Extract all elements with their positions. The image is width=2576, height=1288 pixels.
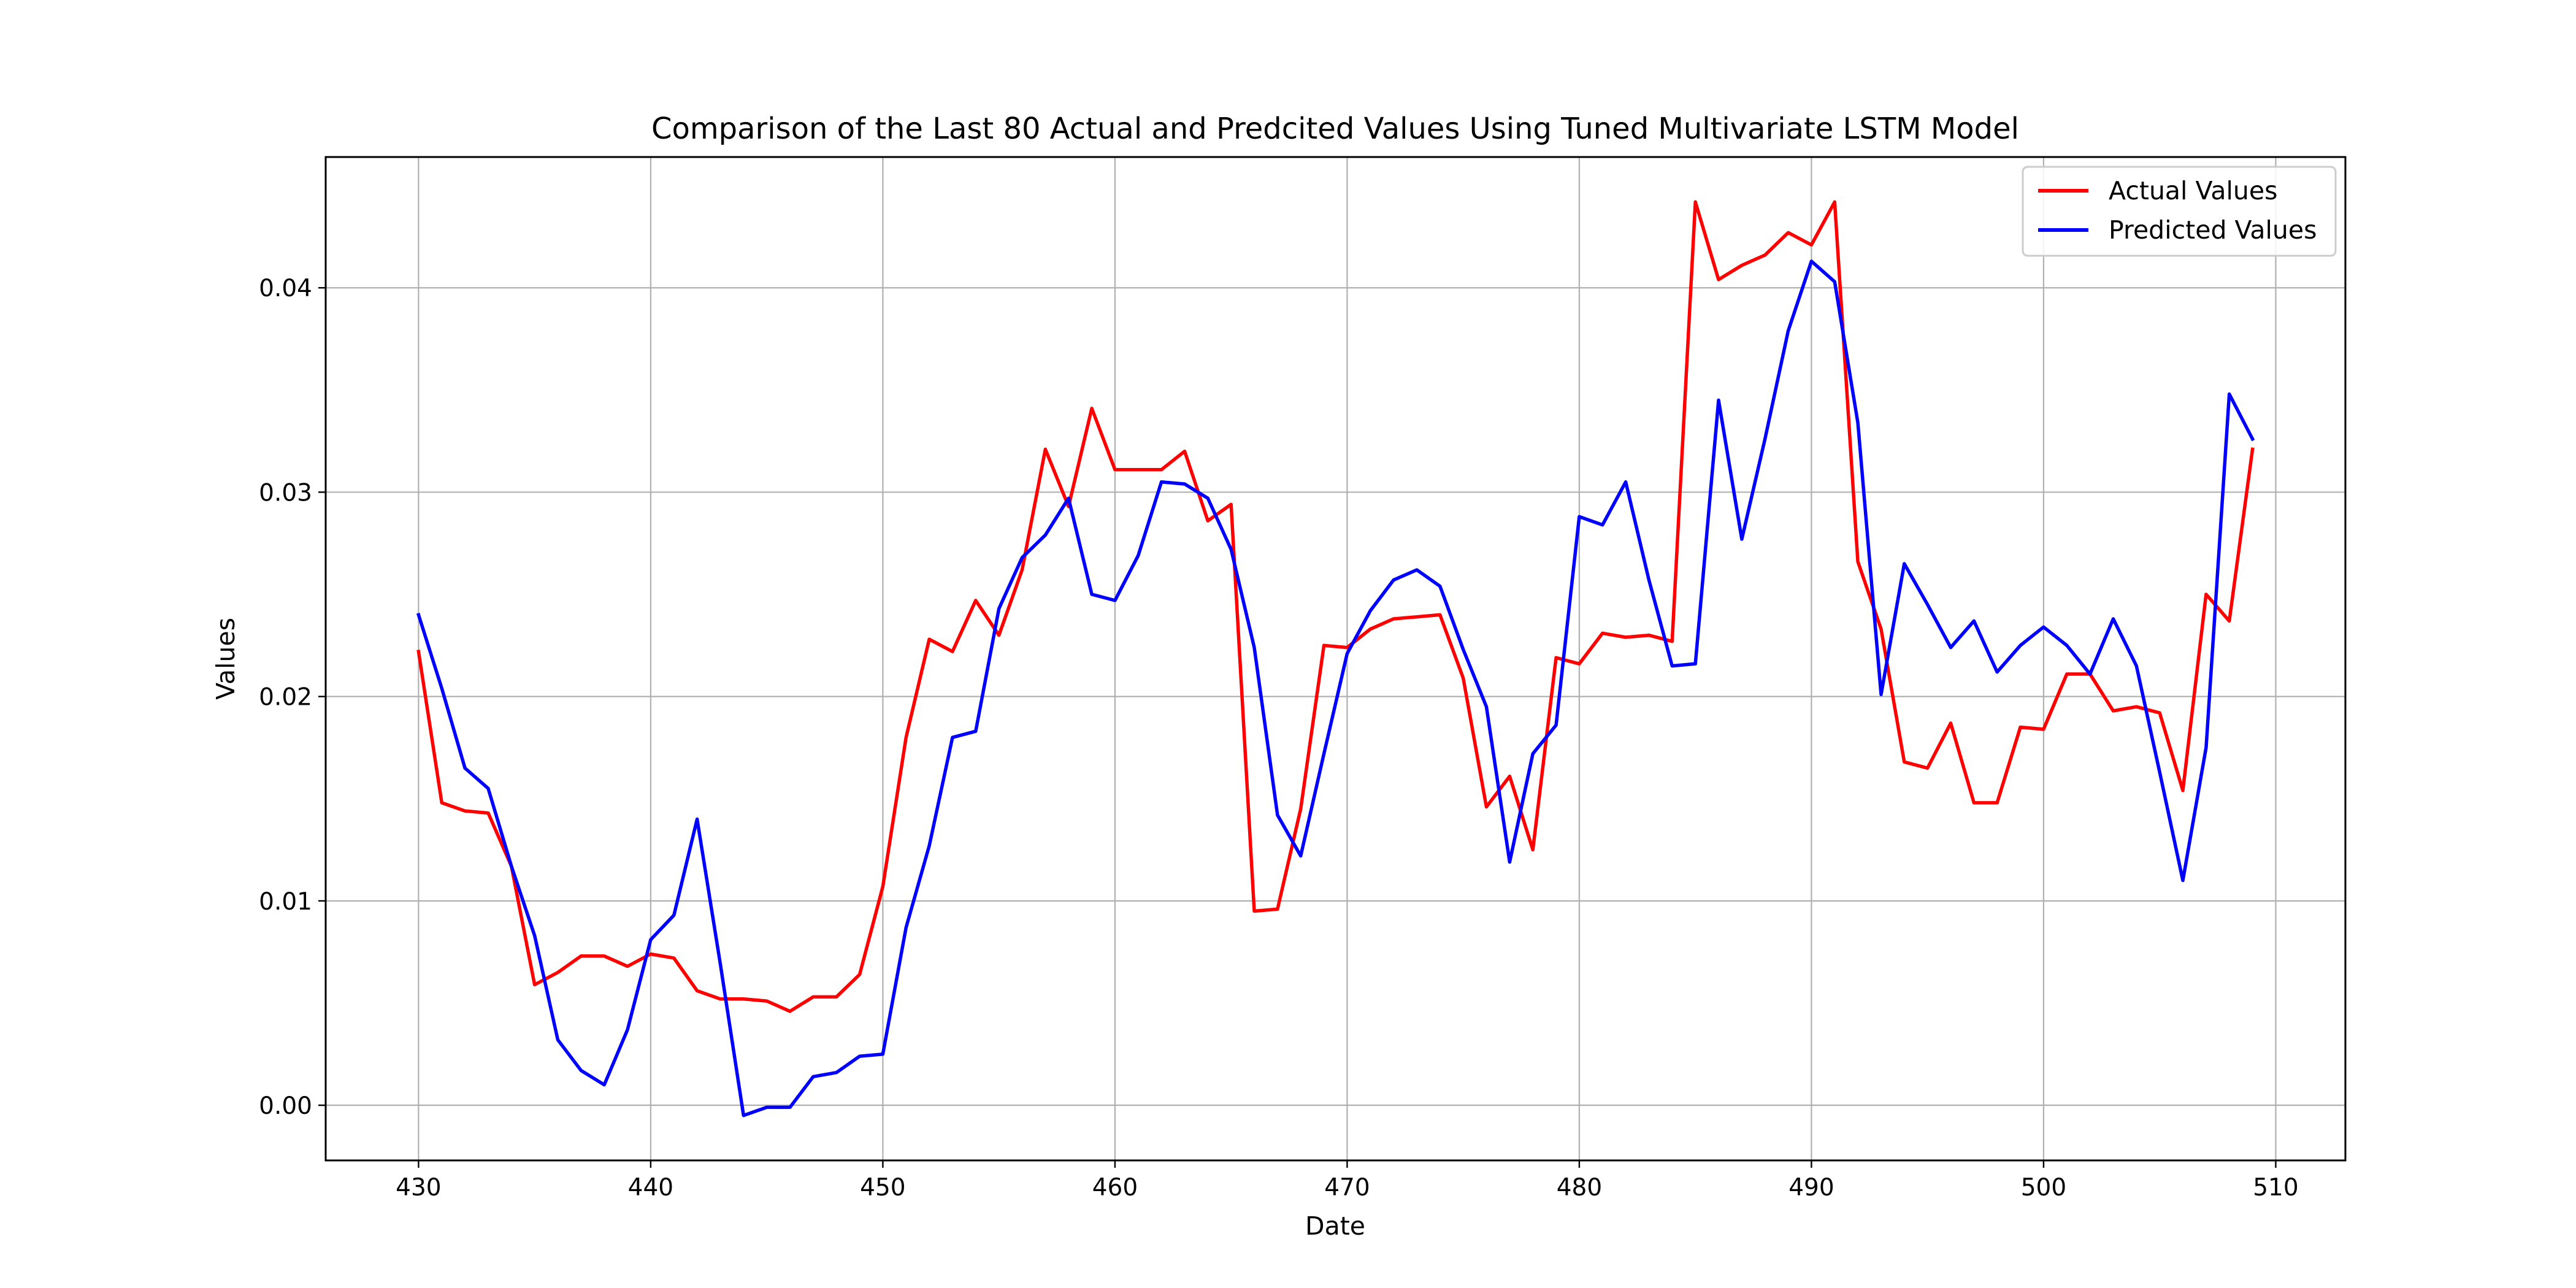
predicted-values-line [416,259,2255,1117]
x-tick-label: 490 [1788,1174,1834,1202]
legend-label-actual: Actual Values [2109,176,2277,205]
grid [326,157,2345,1160]
x-axis-label: Date [1305,1211,1365,1241]
y-tick-label: 0.04 [259,275,312,302]
x-tick-label: 500 [2021,1174,2066,1202]
x-tick-label: 470 [1324,1174,1370,1202]
x-tick-label: 440 [628,1174,673,1202]
legend-frame [2022,166,2337,257]
y-axis-label: Values [211,618,240,700]
y-tick-label: 0.03 [259,479,312,507]
plot-lines [416,200,2255,1117]
x-tick-label: 450 [860,1174,905,1202]
y-tick-label: 0.01 [259,888,312,916]
x-tick-label: 460 [1092,1174,1138,1202]
legend: Actual Values Predicted Values [2022,166,2337,257]
x-tick-label: 430 [396,1174,441,1202]
legend-label-predicted: Predicted Values [2109,215,2317,245]
x-tick-label: 480 [1557,1174,1602,1202]
plot-frame [324,156,2347,1162]
y-tick-label: 0.02 [259,684,312,711]
axis-ticks: 430 440 450 460 470 480 490 500 510 0.00 0.01 0.02 0… [259,275,2299,1202]
y-tick-label: 0.00 [259,1092,312,1120]
chart-title: Comparison of the Last 80 Actual and Pre… [651,112,2019,146]
x-tick-label: 510 [2253,1174,2298,1202]
